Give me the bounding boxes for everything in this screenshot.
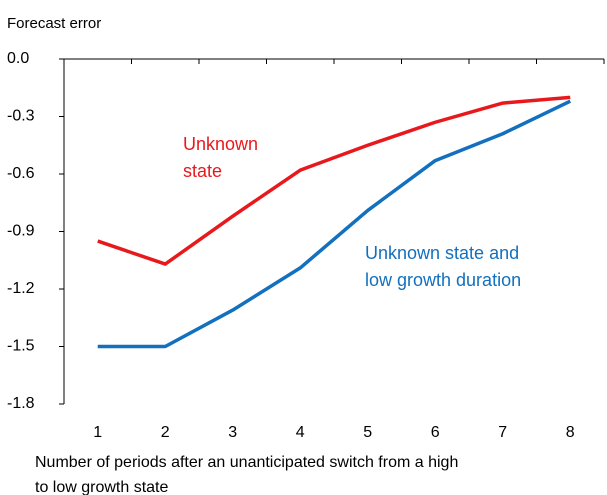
annotation: state xyxy=(183,161,222,181)
x-tick-label: 6 xyxy=(431,424,440,441)
y-tick-label: -1.2 xyxy=(7,280,35,297)
y-tick-label: -1.5 xyxy=(7,338,35,355)
x-tick-label: 8 xyxy=(566,424,575,441)
x-axis-label: to low growth state xyxy=(35,479,169,495)
y-tick-label: -1.8 xyxy=(7,395,35,412)
annotation: Unknown state and xyxy=(365,243,519,263)
series-line xyxy=(97,95,571,266)
annotation: Unknown xyxy=(183,134,258,154)
y-tick-label: -0.3 xyxy=(7,108,35,125)
y-tick-label: -0.6 xyxy=(7,165,35,182)
series-line xyxy=(97,99,572,349)
x-tick-label: 7 xyxy=(498,424,507,441)
y-tick-label: 0.0 xyxy=(7,50,29,67)
x-tick-label: 2 xyxy=(161,424,170,441)
y-tick-label: -0.9 xyxy=(7,223,35,240)
x-tick-label: 1 xyxy=(93,424,102,441)
y-axis-label: Forecast error xyxy=(7,15,101,32)
x-axis-label: Number of periods after an unanticipated… xyxy=(35,454,458,471)
x-tick-label: 3 xyxy=(228,424,237,441)
x-tick-label: 4 xyxy=(296,424,305,441)
x-tick-label: 5 xyxy=(363,424,372,441)
annotation: low growth duration xyxy=(365,270,521,290)
